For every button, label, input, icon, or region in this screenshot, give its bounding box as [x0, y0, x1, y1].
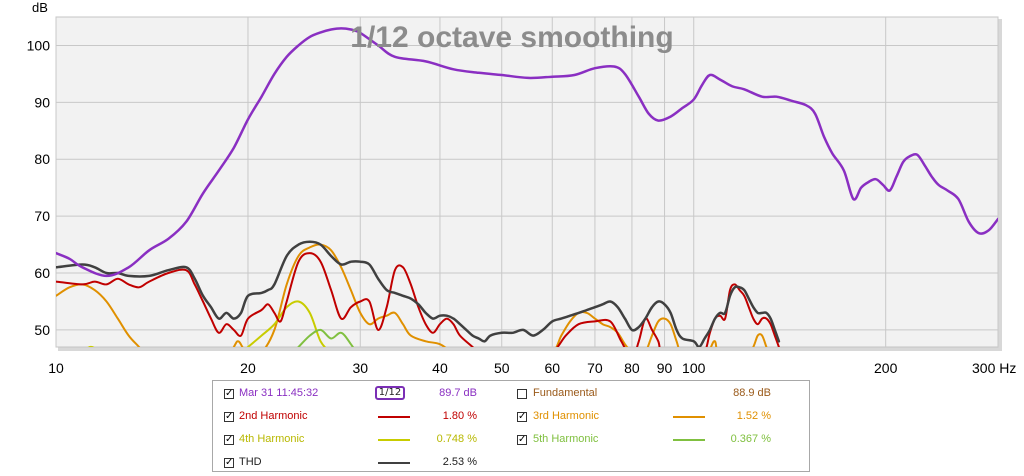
- legend-line-thd: [378, 462, 410, 464]
- legend-label-fundamental: Fundamental: [533, 387, 598, 399]
- x-tick-label: 30: [352, 360, 368, 376]
- y-tick-label: 70: [34, 208, 50, 224]
- checkbox-5th-harmonic[interactable]: ✓: [517, 434, 527, 445]
- y-tick-labels: 50 60 70 80 90 100: [27, 37, 51, 337]
- legend-value-2nd-harmonic: 1.80 %: [442, 410, 477, 422]
- legend-value-mar31: 89.7 dB: [439, 387, 477, 399]
- checkbox-4th-harmonic[interactable]: ✓: [224, 434, 234, 445]
- x-tick-label: 100: [682, 360, 706, 376]
- legend-value-thd: 2.53 %: [442, 456, 477, 468]
- x-tick-label: 40: [432, 360, 448, 376]
- legend-value-4th-harmonic: 0.748 %: [436, 433, 477, 445]
- series-line-5th-harmonic: [297, 328, 355, 347]
- legend-line-2nd-harmonic: [378, 416, 410, 418]
- x-tick-label: 80: [624, 360, 640, 376]
- x-tick-label: 70: [587, 360, 603, 376]
- y-axis-label: dB: [32, 0, 48, 15]
- y-tick-label: 80: [34, 151, 50, 167]
- legend-line-3rd-harmonic: [673, 416, 705, 418]
- series-line-mar-31-11-45-32: [56, 27, 998, 278]
- series-line-2nd-harmonic: [56, 252, 780, 347]
- checkbox-mar31[interactable]: ✓: [224, 388, 234, 399]
- legend-label-5th-harmonic: 5th Harmonic: [533, 433, 599, 445]
- legend-label-4th-harmonic: 4th Harmonic: [239, 433, 305, 445]
- legend-label-3rd-harmonic: 3rd Harmonic: [533, 410, 600, 422]
- x-tick-labels: 10 20 30 40 50 60 70 80 90 100 200 300 Hz: [48, 360, 1016, 376]
- series-line-thd: [56, 240, 781, 347]
- legend-value-5th-harmonic: 0.367 %: [730, 433, 771, 445]
- legend-label-2nd-harmonic: 2nd Harmonic: [239, 410, 308, 422]
- x-tick-label: 200: [874, 360, 898, 376]
- legend-label-thd: THD: [239, 456, 262, 468]
- smoothing-icon[interactable]: 1/12: [375, 386, 405, 400]
- x-tick-label: 20: [240, 360, 256, 376]
- x-tick-label: 90: [657, 360, 673, 376]
- x-tick-label: 50: [494, 360, 510, 376]
- y-tick-label: 90: [34, 94, 50, 110]
- chart-title: 1/12 octave smoothing: [350, 21, 673, 54]
- legend-value-3rd-harmonic: 1.52 %: [736, 410, 771, 422]
- x-tick-label: 10: [48, 360, 64, 376]
- legend-line-5th-harmonic: [673, 439, 705, 441]
- legend-value-fundamental: 88.9 dB: [733, 387, 771, 399]
- legend-line-4th-harmonic: [378, 439, 410, 441]
- y-tick-label: 50: [34, 322, 50, 338]
- y-tick-label: 60: [34, 265, 50, 281]
- plot-area: [55, 16, 999, 348]
- checkbox-fundamental[interactable]: [517, 389, 527, 399]
- frequency-response-chart: 10 20 30 40 50 60 70 80 90 100 200 300 Hz 50 60 70 80 9…: [27, 0, 1017, 376]
- checkbox-2nd-harmonic[interactable]: ✓: [224, 411, 234, 422]
- checkbox-3rd-harmonic[interactable]: ✓: [517, 411, 527, 422]
- grid-lines: [55, 17, 999, 347]
- y-tick-label: 100: [27, 37, 51, 53]
- series-line-4th-harmonic: [87, 300, 326, 347]
- x-tick-label: 60: [544, 360, 560, 376]
- x-tick-label: 300 Hz: [972, 360, 1016, 376]
- series-group: [56, 27, 998, 347]
- legend-label-mar31: Mar 31 11:45:32: [239, 387, 319, 399]
- legend-panel: ✓ Mar 31 11:45:32 1/12 89.7 dB Fundament…: [212, 380, 810, 472]
- checkbox-thd[interactable]: ✓: [224, 457, 234, 468]
